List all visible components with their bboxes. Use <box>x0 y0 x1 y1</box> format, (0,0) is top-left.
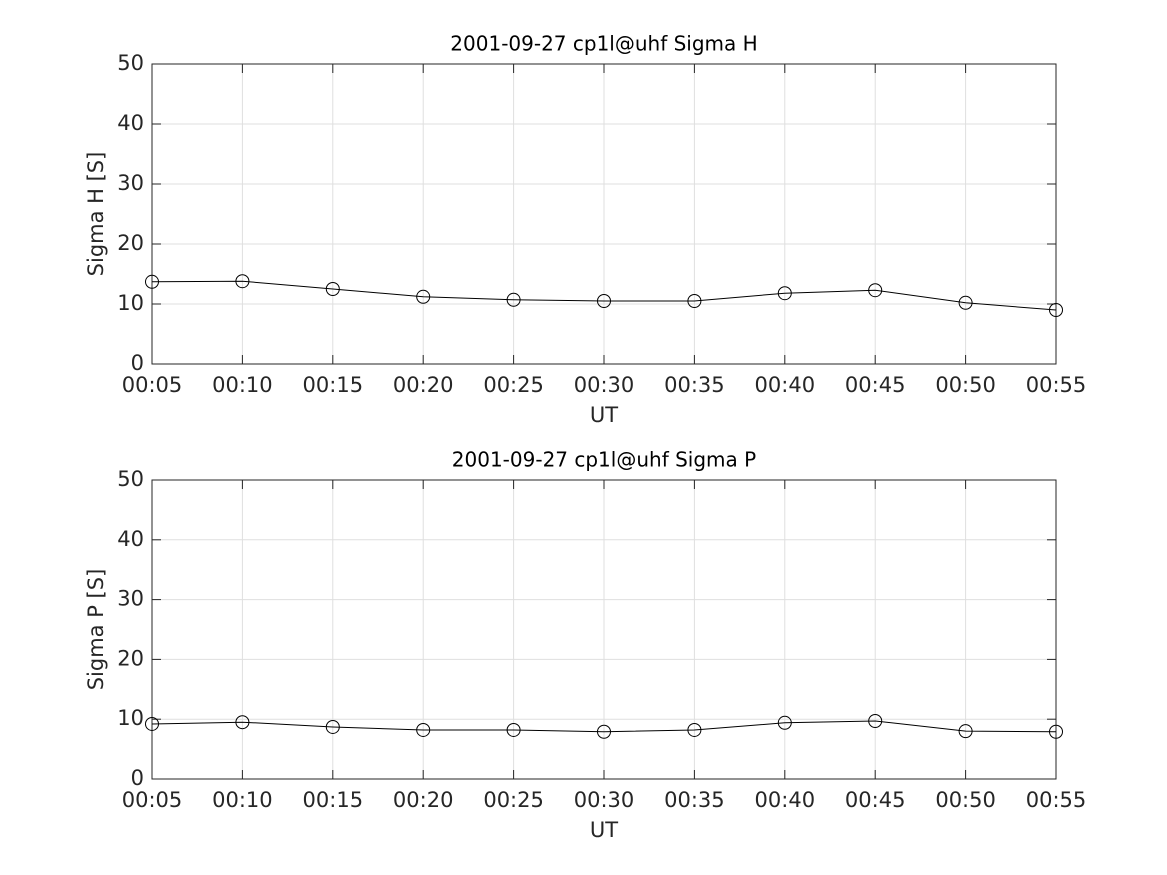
y-tick-label: 40 <box>117 111 144 135</box>
marker <box>145 274 159 289</box>
marker <box>777 286 792 301</box>
marker <box>687 294 702 308</box>
x-tick-label: 00:50 <box>935 788 996 812</box>
marker <box>777 715 792 730</box>
x-axis-label: UT <box>590 818 618 842</box>
plot: 0 10 20 30 40 50 00:05 00:10 00:15 00:20 00:25 00:3… <box>84 32 1086 428</box>
x-tick-label: 00:30 <box>574 788 635 812</box>
marker <box>235 715 250 730</box>
x-tick-label: 00:55 <box>1026 373 1087 397</box>
marker <box>597 724 611 739</box>
y-tick-label: 0 <box>131 351 144 375</box>
marker <box>868 713 883 728</box>
x-tick-label: 00:10 <box>212 788 273 812</box>
x-tick-label: 00:35 <box>664 373 725 397</box>
marker <box>1049 303 1063 317</box>
x-tick-label: 00:45 <box>845 373 906 397</box>
y-axis-label: Sigma P [S] <box>84 569 108 691</box>
x-tick-label: 00:45 <box>845 788 906 812</box>
x-tick-label: 00:20 <box>393 373 454 397</box>
y-tick-label: 50 <box>117 51 144 75</box>
y-tick-label: 10 <box>117 291 144 315</box>
y-axis-label: Sigma H [S] <box>84 152 108 277</box>
marker <box>958 724 973 739</box>
x-tick-label: 00:05 <box>122 373 183 397</box>
chart-title: 2001-09-27 cp1l@uhf Sigma H <box>450 32 757 56</box>
marker <box>235 274 250 289</box>
y-tick-label: 30 <box>117 171 144 195</box>
x-tick-label: 00:05 <box>122 788 183 812</box>
x-tick-label: 00:20 <box>393 788 454 812</box>
marker <box>597 294 611 308</box>
x-tick-label: 00:10 <box>212 373 273 397</box>
marker <box>868 283 883 298</box>
marker <box>506 292 521 307</box>
marker <box>145 716 159 731</box>
x-axis-label: UT <box>590 403 618 427</box>
marker <box>687 722 702 737</box>
x-tick-label: 00:40 <box>755 373 816 397</box>
y-tick-label: 10 <box>117 706 144 730</box>
axes-box <box>151 479 1057 780</box>
x-tick-label: 00:35 <box>664 788 725 812</box>
x-tick-label: 00:15 <box>303 788 364 812</box>
marker <box>325 719 340 734</box>
y-tick-label: 0 <box>131 766 144 790</box>
y-tick-label: 40 <box>117 527 144 551</box>
marker <box>416 722 431 737</box>
x-tick-label: 00:30 <box>574 373 635 397</box>
chart-title: 2001-09-27 cp1l@uhf Sigma P <box>452 448 756 472</box>
marker <box>506 722 521 737</box>
x-tick-label: 00:25 <box>483 788 544 812</box>
x-tick-label: 00:50 <box>935 373 996 397</box>
series-line <box>151 720 1057 733</box>
series-line <box>151 280 1057 311</box>
x-tick-label: 00:55 <box>1026 788 1087 812</box>
axes-box <box>151 63 1057 365</box>
x-tick-label: 00:40 <box>755 788 816 812</box>
x-tick-label: 00:25 <box>483 373 544 397</box>
y-tick-label: 50 <box>117 467 144 491</box>
marker <box>416 289 431 304</box>
plot: 0 10 20 30 40 50 00:05 00:10 00:15 00:20 00:25 00:3… <box>84 448 1086 843</box>
y-tick-label: 20 <box>117 646 144 670</box>
marker <box>325 282 340 296</box>
y-tick-label: 30 <box>117 587 144 611</box>
y-tick-label: 20 <box>117 231 144 255</box>
marker <box>1049 724 1063 739</box>
x-tick-label: 00:15 <box>303 373 364 397</box>
marker <box>958 295 973 310</box>
